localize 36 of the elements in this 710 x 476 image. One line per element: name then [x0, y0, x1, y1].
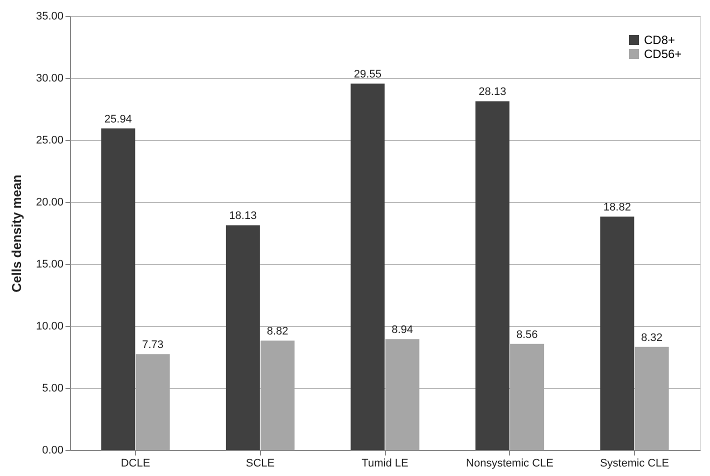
legend-label: CD8+	[644, 33, 676, 47]
y-axis-title: Cells density mean	[8, 174, 24, 292]
bar	[136, 354, 170, 450]
bar	[475, 101, 510, 450]
data-label: 25.94	[104, 113, 132, 126]
bar	[600, 216, 634, 450]
y-tick-label: 5.00	[42, 382, 64, 394]
y-tick-label: 20.00	[36, 196, 64, 208]
y-tick-label: 25.00	[36, 134, 64, 146]
data-label: 29.55	[354, 68, 382, 81]
data-label: 28.13	[478, 86, 506, 98]
bar	[634, 346, 669, 450]
data-label: 8.94	[392, 324, 414, 336]
bar	[510, 344, 544, 450]
x-tick-label: Nonsystemic CLE	[466, 458, 554, 470]
bar	[350, 84, 385, 450]
x-tick-label: SCLE	[246, 458, 275, 470]
x-tick-label: Systemic CLE	[600, 458, 670, 470]
legend-label: CD56+	[644, 47, 682, 61]
data-label: 18.13	[229, 210, 257, 222]
y-tick-label: 35.00	[36, 10, 64, 22]
y-tick-label: 10.00	[36, 320, 64, 332]
bar	[101, 128, 136, 450]
x-tick-label: Tumid LE	[362, 458, 408, 470]
x-tick-label: DCLE	[120, 458, 150, 470]
data-label: 18.82	[603, 202, 631, 214]
data-label: 8.56	[516, 328, 538, 341]
bar	[226, 225, 260, 450]
bar	[385, 339, 420, 450]
data-label: 7.73	[142, 339, 164, 352]
bar	[260, 340, 295, 450]
data-label: 8.32	[641, 332, 663, 344]
y-tick-label: 30.00	[36, 72, 64, 84]
y-tick-label: 0.00	[42, 444, 64, 456]
data-label: 8.82	[266, 326, 288, 338]
y-tick-label: 15.00	[36, 258, 64, 270]
